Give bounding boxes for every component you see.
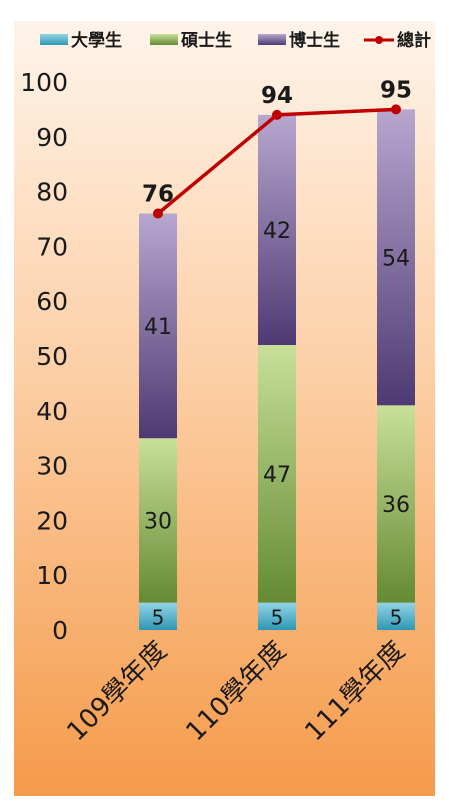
bar-segment-master: [139, 438, 177, 603]
legend-label-master: 碩士生: [181, 30, 232, 51]
bar-value-label-master: 36: [382, 493, 410, 518]
y-tick-label: 80: [36, 178, 68, 207]
legend-swatch-undergrad: [40, 34, 68, 45]
bar-segment-undergrad: [139, 602, 177, 630]
y-tick-label: 60: [36, 287, 68, 316]
bar-value-label-master: 47: [263, 463, 291, 488]
legend-label-undergrad: 大學生: [71, 30, 122, 51]
bar-value-label-undergrad: 5: [390, 605, 403, 629]
chart-frame: 大學生 碩士生 博士生 總計 0 10 20 30 40 50 60 70 80 90 100 5 30 41…: [14, 21, 435, 796]
bar-segment-phd: [377, 109, 415, 406]
y-tick-label: 50: [36, 342, 68, 371]
total-value-label: 76: [142, 182, 174, 208]
bar-segment-master: [258, 345, 296, 603]
bar-segment-undergrad: [377, 602, 415, 630]
bar-segment-undergrad: [258, 602, 296, 630]
bar-value-label-phd: 54: [382, 246, 410, 271]
bar-segment-phd: [258, 114, 296, 346]
y-tick-label: 70: [36, 232, 68, 261]
chart-background: [14, 21, 435, 796]
y-tick-label: 0: [52, 616, 68, 645]
total-line: 76 94 95: [142, 77, 412, 219]
legend-marker-total: [375, 36, 383, 44]
y-tick-label: 100: [20, 68, 68, 97]
legend-label-total: 總計: [397, 30, 431, 51]
bar-value-label-master: 30: [144, 509, 172, 534]
bar-value-label-phd: 41: [144, 315, 172, 340]
stacked-bar-chart: 大學生 碩士生 博士生 總計 0 10 20 30 40 50 60 70 80 90 100 5 30 41…: [14, 21, 435, 796]
total-point: [272, 109, 282, 120]
total-value-label: 95: [380, 77, 412, 103]
bar-segment-phd: [139, 213, 177, 439]
total-point: [153, 208, 163, 219]
legend: 大學生 碩士生 博士生 總計: [40, 30, 431, 51]
legend-swatch-master: [150, 34, 178, 45]
y-tick-label: 20: [36, 506, 68, 535]
bar-value-label-phd: 42: [263, 219, 291, 244]
total-value-label: 94: [261, 83, 293, 109]
y-tick-label: 90: [36, 123, 68, 152]
legend-swatch-phd: [258, 34, 286, 45]
bar-value-label-undergrad: 5: [271, 605, 284, 629]
y-tick-label: 40: [36, 397, 68, 426]
bar-segment-master: [377, 405, 415, 603]
bar-value-label-undergrad: 5: [152, 605, 165, 629]
total-point: [391, 104, 401, 115]
y-tick-label: 30: [36, 452, 68, 481]
y-tick-label: 10: [36, 561, 68, 590]
legend-label-phd: 博士生: [289, 30, 340, 51]
y-axis: 0 10 20 30 40 50 60 70 80 90 100: [20, 68, 68, 645]
bars: 5 30 41 5 47 42 5 36 54: [139, 109, 415, 630]
